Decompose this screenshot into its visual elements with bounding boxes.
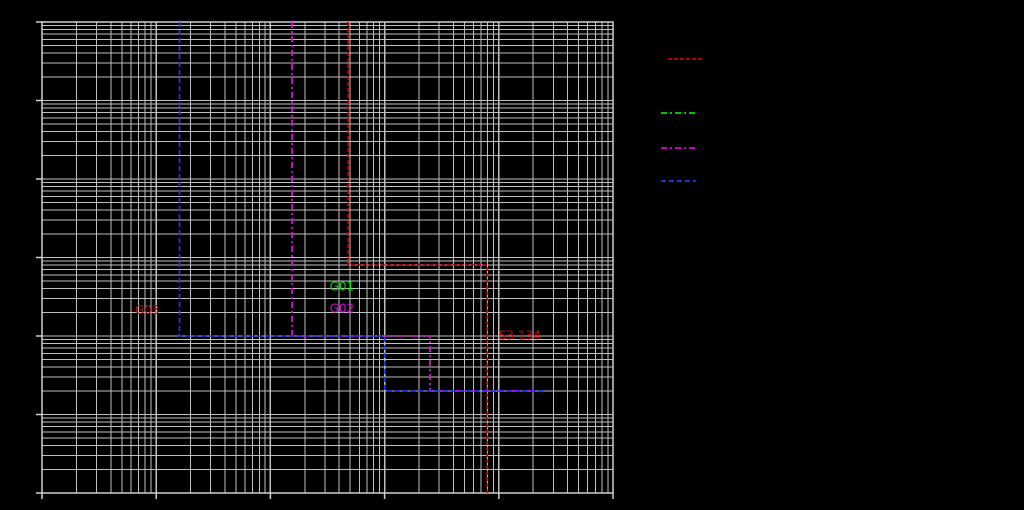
curve-label-g03: G03	[135, 303, 160, 317]
curve-labels: S3 134 G01 G02 G03	[135, 279, 541, 342]
series-line-g02	[291, 22, 545, 392]
legend	[661, 58, 704, 182]
series-line-main	[347, 22, 488, 493]
curve-label-main: S3 134	[499, 329, 541, 343]
series-line-g03	[178, 22, 545, 392]
axes	[36, 21, 614, 499]
series-lines	[178, 22, 545, 493]
curve-label-g02: G02	[330, 301, 355, 315]
curve-label-g01: G01	[330, 279, 355, 293]
